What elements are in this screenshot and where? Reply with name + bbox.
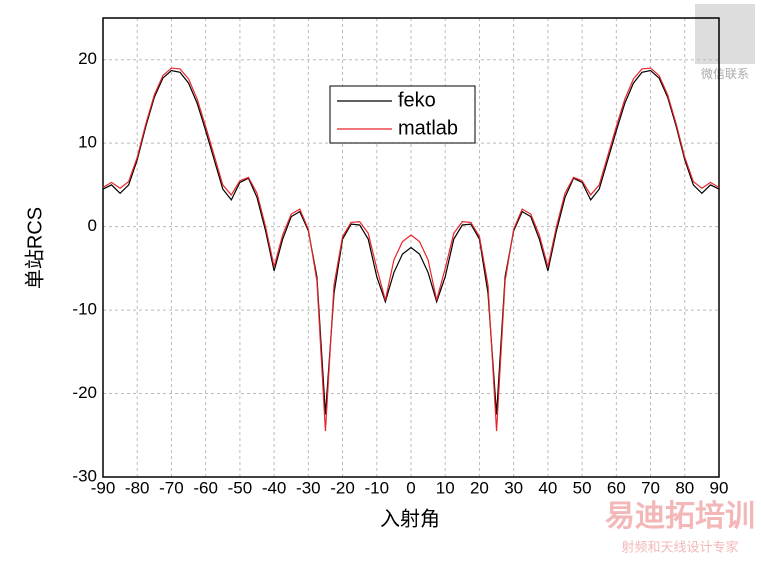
legend-box [329,85,476,144]
x-tick-label: 90 [710,478,729,497]
x-tick-label: 50 [573,478,592,497]
watermark-contact: 微信联系 [701,67,749,81]
x-tick-label: 10 [436,478,455,497]
legend-label: matlab [398,117,458,139]
x-tick-label: 60 [607,478,626,497]
x-tick-label: 0 [406,478,415,497]
y-axis-label: 单站RCS [23,207,46,289]
x-tick-label: -50 [228,478,253,497]
x-tick-label: -20 [330,478,355,497]
plot-frame [102,17,720,478]
qr-code [695,4,755,64]
y-tick-label: 10 [78,133,97,152]
legend-label: feko [398,89,436,111]
y-tick-label: 20 [78,49,97,68]
x-tick-label: -40 [262,478,287,497]
x-axis-label: 入射角 [380,507,440,530]
x-tick-label: -70 [159,478,184,497]
x-tick-label: 70 [641,478,660,497]
x-tick-label: 40 [538,478,557,497]
x-tick-label: -80 [125,478,150,497]
x-tick-label: 30 [504,478,523,497]
y-tick-label: 0 [88,216,97,235]
watermark-slogan: 射频和天线设计专家 [621,539,738,554]
series-line [102,67,720,432]
y-tick-label: -30 [72,466,97,485]
x-tick-label: 20 [470,478,489,497]
x-tick-label: -30 [296,478,321,497]
y-tick-label: -10 [72,300,97,319]
x-tick-label: 80 [675,478,694,497]
x-tick-label: -90 [91,478,116,497]
watermark-brand: 易迪拓培训 [605,499,755,533]
x-tick-label: -60 [193,478,218,497]
x-tick-label: -10 [364,478,389,497]
series-line [102,69,720,415]
y-tick-label: -20 [72,383,97,402]
